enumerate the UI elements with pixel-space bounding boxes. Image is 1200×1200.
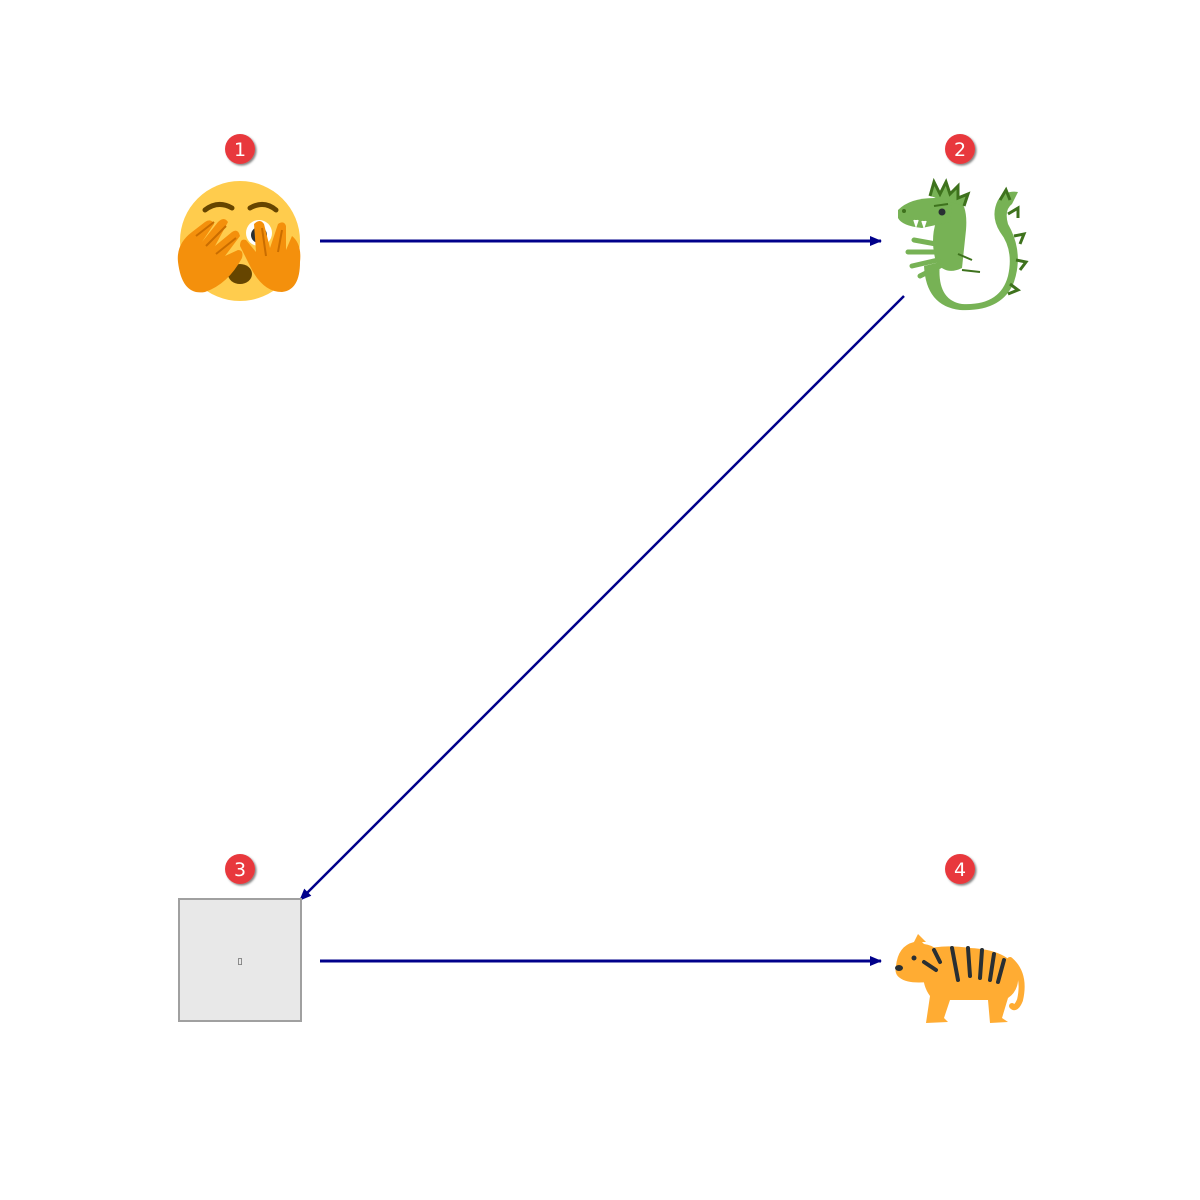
missing-glyph-icon: ▯	[238, 957, 243, 967]
edges	[299, 236, 905, 966]
node-4: 4	[895, 854, 1025, 1023]
missing-glyph-box	[178, 898, 302, 1022]
dragon-icon	[898, 177, 1029, 311]
node-badge	[945, 854, 975, 884]
edge-2-to-3	[299, 295, 905, 901]
node-badge	[225, 134, 255, 164]
node-badge-number: 2	[954, 139, 966, 161]
face-with-hand-over-eyes-peeking-icon	[177, 181, 301, 301]
node-3: ▯ 3	[178, 854, 302, 1022]
node-badge	[225, 854, 255, 884]
node-badge-number: 4	[954, 859, 966, 881]
node-badge-number: 1	[234, 139, 246, 161]
node-badge-number: 3	[234, 859, 246, 881]
node-2: 2	[898, 134, 1029, 311]
node-1: 1	[177, 134, 301, 301]
tiger-icon	[895, 934, 1025, 1023]
node-badge	[945, 134, 975, 164]
